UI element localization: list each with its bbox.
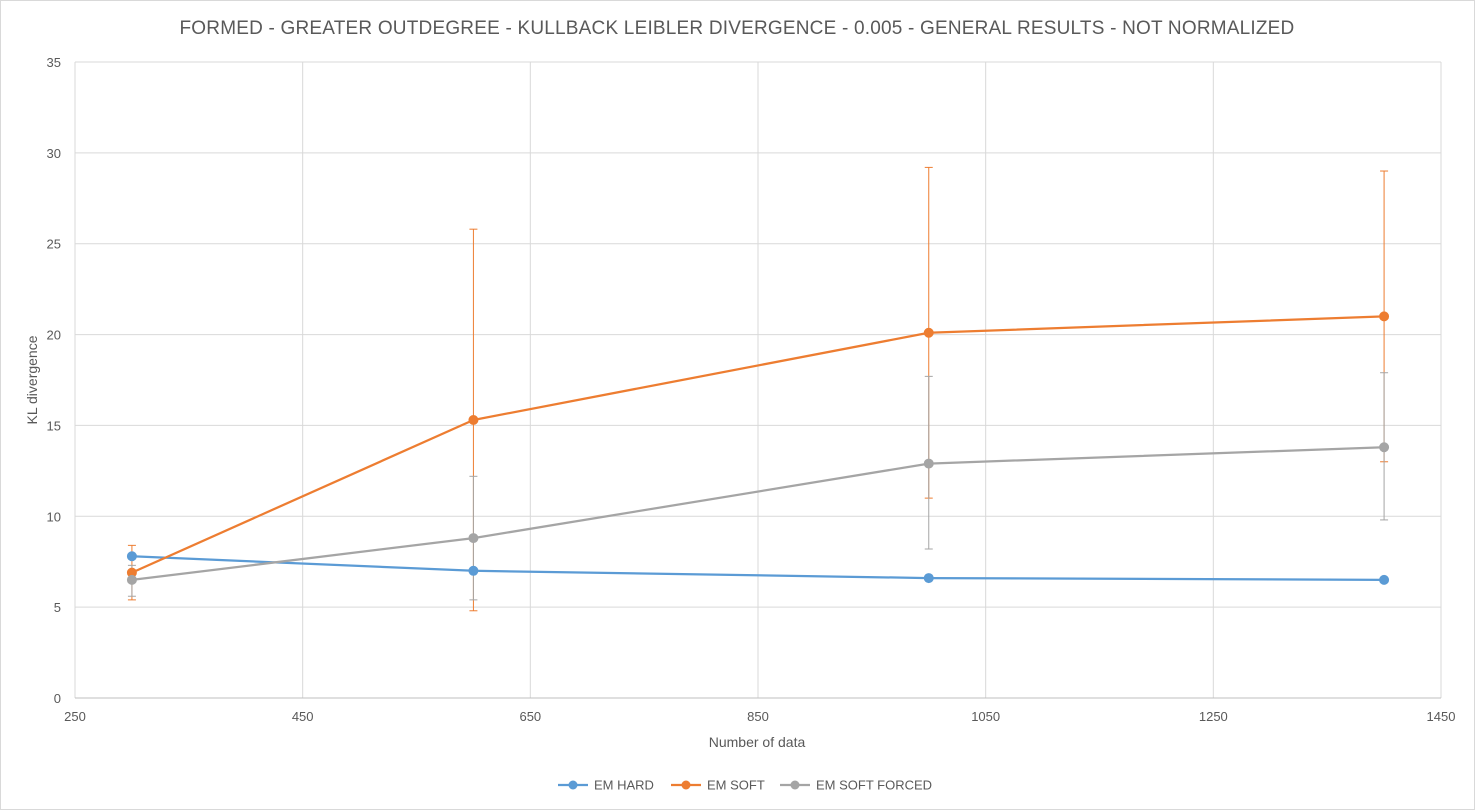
y-tick-label: 5	[54, 600, 61, 615]
x-tick-label: 1050	[971, 709, 1000, 724]
y-tick-label: 0	[54, 691, 61, 706]
em-soft-forced-point	[923, 458, 934, 469]
em-hard-point	[468, 565, 479, 576]
x-tick-label: 250	[64, 709, 86, 724]
y-tick-label: 20	[47, 328, 61, 343]
y-tick-label: 25	[47, 237, 61, 252]
x-tick-label: 1250	[1199, 709, 1228, 724]
gridlines	[74, 61, 1442, 698]
legend-em-hard-marker	[568, 780, 578, 790]
em-soft-point	[923, 327, 934, 338]
y-tick-label: 15	[47, 418, 61, 433]
legend: EM HARD EM SOFT EM SOFT FORCED	[558, 778, 932, 793]
legend-em-hard-label: EM HARD	[594, 778, 654, 793]
legend-em-soft-forced-label: EM SOFT FORCED	[816, 778, 932, 793]
em-soft-forced-line	[131, 446, 1385, 582]
y-tick-label: 10	[47, 509, 61, 524]
x-tick-label: 450	[292, 709, 314, 724]
em-soft-point	[1379, 311, 1390, 322]
em-soft-forced-point	[468, 533, 479, 544]
series-markers	[126, 311, 1390, 585]
x-tick-label: 850	[747, 709, 769, 724]
em-soft-forced-point	[126, 574, 137, 585]
x-tick-label: 650	[519, 709, 541, 724]
legend-em-soft-label: EM SOFT	[707, 778, 765, 793]
y-axis-title: KL divergence	[24, 335, 40, 424]
legend-em-soft-marker	[681, 780, 691, 790]
em-soft-line	[131, 315, 1385, 574]
y-tick-label: 30	[47, 146, 61, 161]
x-tick-label: 1450	[1427, 709, 1456, 724]
chart-title: FORMED - GREATER OUTDEGREE - KULLBACK LE…	[180, 18, 1295, 39]
em-soft-point	[468, 414, 479, 425]
em-hard-point	[126, 551, 137, 562]
em-hard-line	[131, 555, 1385, 582]
y-tick-label: 35	[47, 55, 61, 70]
legend-em-soft-forced-marker	[790, 780, 800, 790]
x-axis-title: Number of data	[709, 734, 806, 750]
em-hard-point	[1379, 574, 1390, 585]
series-lines	[131, 315, 1385, 582]
em-hard-point	[923, 573, 934, 584]
tick-labels: 0 5 10 15 20 25 30 35 250 450 650 850 1050 1250 1450	[47, 55, 1456, 724]
em-soft-forced-point	[1379, 442, 1390, 453]
